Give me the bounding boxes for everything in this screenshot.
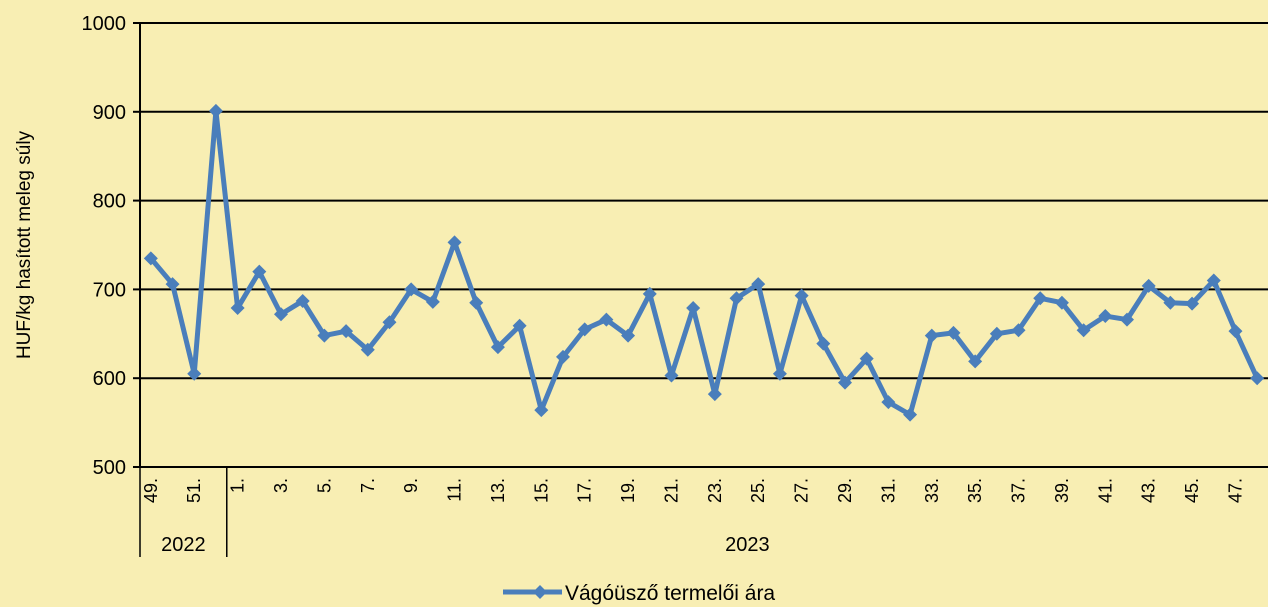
x-tick-label: 25. <box>748 478 768 503</box>
point-marker <box>208 103 223 118</box>
y-tick-label: 800 <box>93 191 126 213</box>
legend-marker <box>533 585 547 599</box>
point-marker <box>404 282 419 297</box>
y-tick-label: 500 <box>93 457 126 479</box>
x-tick-label: 5. <box>314 478 334 493</box>
x-tick-label: 9. <box>401 478 421 493</box>
point-marker <box>751 277 766 292</box>
y-tick-label: 1000 <box>82 13 127 35</box>
point-marker <box>903 407 918 422</box>
x-tick-label: 39. <box>1052 478 1072 503</box>
x-tick-label: 47. <box>1225 478 1245 503</box>
point-marker <box>295 293 310 308</box>
point-marker <box>187 366 202 381</box>
point-marker <box>1098 309 1113 324</box>
point-marker <box>447 235 462 250</box>
x-tick-label: 41. <box>1095 478 1115 503</box>
point-marker <box>794 288 809 303</box>
x-tick-label: 37. <box>1009 478 1029 503</box>
point-marker <box>556 349 570 364</box>
x-tick-label: 21. <box>661 478 681 503</box>
x-tick-label: 49. <box>141 478 161 503</box>
x-tick-label: 29. <box>835 478 855 503</box>
point-marker <box>1120 312 1134 327</box>
x-tick-label: 51. <box>184 478 204 503</box>
point-marker <box>924 328 939 343</box>
point-marker <box>859 351 874 366</box>
series-line <box>148 108 1260 418</box>
point-marker <box>1185 296 1200 311</box>
point-marker <box>664 368 679 383</box>
x-tick-label: 17. <box>575 478 595 503</box>
point-marker <box>1054 295 1069 310</box>
point-marker <box>577 322 592 337</box>
point-marker <box>512 318 527 333</box>
point-marker <box>360 342 375 357</box>
point-marker <box>534 403 549 418</box>
y-tick-label: 700 <box>93 279 126 301</box>
point-marker <box>729 291 744 306</box>
x-tick-label: 13. <box>488 478 508 503</box>
x-tick-label: 27. <box>792 478 812 503</box>
point-marker <box>838 375 852 390</box>
point-marker <box>1141 278 1156 293</box>
x-tick-label: 11. <box>445 478 465 502</box>
point-marker <box>946 325 961 340</box>
point-marker <box>469 295 484 310</box>
x-tick-label: 3. <box>271 478 291 493</box>
point-marker <box>1228 324 1243 339</box>
point-marker <box>274 307 288 322</box>
point-marker <box>490 340 505 355</box>
point-marker <box>621 328 636 343</box>
x-tick-label: 1. <box>228 478 248 493</box>
y-tick-label: 900 <box>93 102 126 124</box>
x-tick-label: 35. <box>965 478 985 503</box>
x-group-label: 2023 <box>725 534 770 556</box>
point-marker <box>968 354 983 369</box>
x-tick-label: 19. <box>618 478 638 503</box>
point-marker <box>1076 323 1091 338</box>
point-marker <box>816 336 831 351</box>
point-marker <box>599 312 614 327</box>
y-axis-label: HUF/kg hasított meleg súly <box>14 130 35 359</box>
x-tick-label: 31. <box>878 478 898 503</box>
point-marker <box>772 366 787 381</box>
y-tick-label: 600 <box>93 368 126 390</box>
point-marker <box>1163 295 1178 310</box>
point-marker <box>707 387 722 402</box>
point-marker <box>1033 291 1048 306</box>
point-marker <box>642 286 657 301</box>
x-tick-label: 43. <box>1139 478 1159 503</box>
point-marker <box>881 395 896 410</box>
point-marker <box>425 294 440 309</box>
point-marker <box>317 328 332 343</box>
point-marker <box>165 277 180 292</box>
x-tick-label: 33. <box>922 478 942 503</box>
x-tick-label: 7. <box>358 478 378 493</box>
point-marker <box>1250 371 1265 386</box>
point-marker <box>230 301 245 316</box>
point-marker <box>1206 273 1221 288</box>
point-marker <box>989 326 1004 341</box>
x-tick-label: 23. <box>705 478 725 503</box>
point-marker <box>339 324 354 339</box>
x-tick-label: 45. <box>1182 478 1202 503</box>
legend-label: Vágóüsző termelői ára <box>565 582 775 605</box>
point-marker <box>252 264 267 279</box>
point-marker <box>1011 323 1026 338</box>
x-tick-label: 15. <box>531 478 551 503</box>
x-group-label: 2022 <box>161 534 206 556</box>
point-marker <box>382 315 397 330</box>
point-marker <box>686 301 701 316</box>
point-marker <box>143 251 158 266</box>
